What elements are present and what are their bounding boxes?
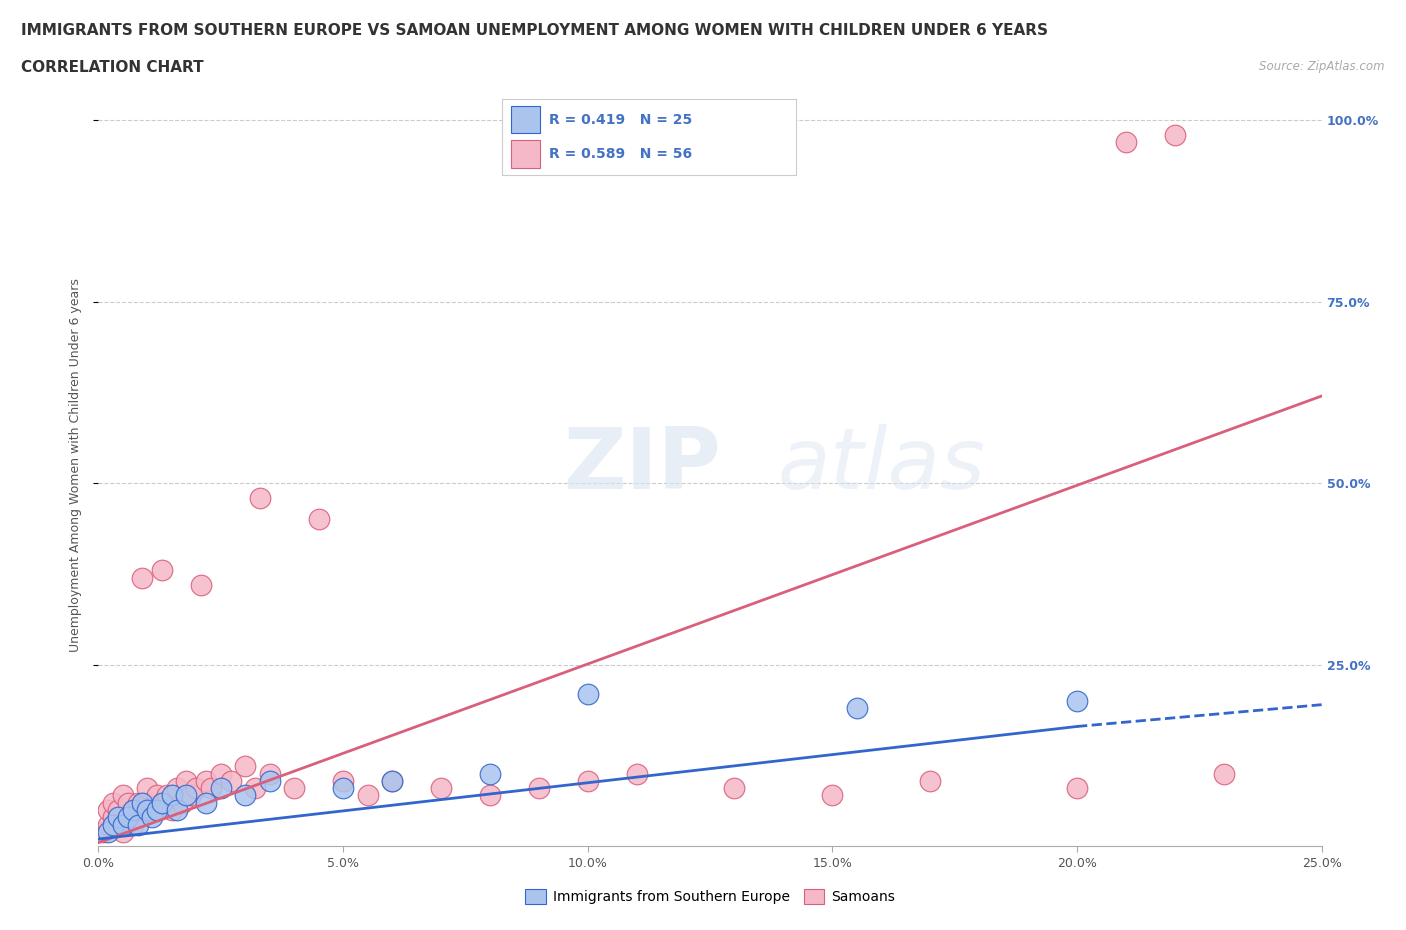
- Point: [283, 781, 305, 796]
- Point: [478, 788, 501, 803]
- Point: [576, 686, 599, 701]
- Point: [527, 781, 550, 796]
- Point: [101, 817, 124, 832]
- Point: [111, 824, 134, 839]
- Point: [136, 795, 159, 810]
- Text: atlas: atlas: [778, 423, 986, 507]
- Point: [1115, 134, 1137, 149]
- Point: [160, 788, 183, 803]
- Point: [150, 795, 173, 810]
- Point: [209, 781, 232, 796]
- Point: [259, 766, 281, 781]
- Point: [332, 781, 354, 796]
- Point: [107, 810, 129, 825]
- Point: [101, 810, 124, 825]
- Point: [121, 803, 143, 817]
- Point: [180, 788, 202, 803]
- Y-axis label: Unemployment Among Women with Children Under 6 years: Unemployment Among Women with Children U…: [69, 278, 82, 652]
- Point: [478, 766, 501, 781]
- Point: [91, 824, 114, 839]
- Point: [186, 781, 208, 796]
- Point: [233, 759, 256, 774]
- Point: [141, 803, 163, 817]
- Point: [170, 795, 193, 810]
- Point: [195, 795, 218, 810]
- Point: [845, 701, 868, 716]
- Point: [136, 803, 159, 817]
- Point: [1066, 781, 1088, 796]
- Point: [97, 824, 120, 839]
- Point: [576, 774, 599, 789]
- Text: IMMIGRANTS FROM SOUTHERN EUROPE VS SAMOAN UNEMPLOYMENT AMONG WOMEN WITH CHILDREN: IMMIGRANTS FROM SOUTHERN EUROPE VS SAMOA…: [21, 23, 1047, 38]
- Point: [131, 570, 153, 585]
- Point: [381, 774, 404, 789]
- Point: [111, 788, 134, 803]
- Point: [209, 766, 232, 781]
- Point: [219, 774, 242, 789]
- Point: [146, 803, 169, 817]
- Text: CORRELATION CHART: CORRELATION CHART: [21, 60, 204, 75]
- Point: [131, 795, 153, 810]
- Point: [150, 563, 173, 578]
- Point: [176, 774, 198, 789]
- Point: [723, 781, 745, 796]
- Point: [332, 774, 354, 789]
- Point: [259, 774, 281, 789]
- Point: [190, 578, 212, 592]
- Point: [243, 781, 266, 796]
- Point: [430, 781, 453, 796]
- Point: [127, 817, 149, 832]
- Point: [1212, 766, 1234, 781]
- Text: ZIP: ZIP: [564, 423, 721, 507]
- Point: [308, 512, 330, 527]
- Point: [127, 810, 149, 825]
- Point: [381, 774, 404, 789]
- Point: [107, 817, 129, 832]
- Point: [176, 788, 198, 803]
- Legend: Immigrants from Southern Europe, Samoans: Immigrants from Southern Europe, Samoans: [524, 889, 896, 904]
- Point: [97, 803, 120, 817]
- Point: [127, 795, 149, 810]
- Point: [1066, 694, 1088, 709]
- Point: [117, 810, 139, 825]
- Point: [121, 817, 143, 832]
- Point: [101, 795, 124, 810]
- Point: [97, 817, 120, 832]
- Point: [136, 781, 159, 796]
- Point: [166, 803, 188, 817]
- Point: [117, 795, 139, 810]
- Point: [821, 788, 844, 803]
- Point: [156, 788, 179, 803]
- Point: [150, 795, 173, 810]
- Point: [146, 788, 169, 803]
- Point: [233, 788, 256, 803]
- Point: [121, 803, 143, 817]
- Point: [141, 810, 163, 825]
- Point: [195, 774, 218, 789]
- Point: [131, 803, 153, 817]
- Point: [107, 803, 129, 817]
- Point: [166, 781, 188, 796]
- Point: [117, 810, 139, 825]
- Point: [1164, 127, 1187, 142]
- Point: [160, 803, 183, 817]
- Point: [356, 788, 378, 803]
- Point: [249, 490, 271, 505]
- Text: Source: ZipAtlas.com: Source: ZipAtlas.com: [1260, 60, 1385, 73]
- Point: [111, 817, 134, 832]
- Point: [200, 781, 222, 796]
- Point: [626, 766, 648, 781]
- Point: [920, 774, 942, 789]
